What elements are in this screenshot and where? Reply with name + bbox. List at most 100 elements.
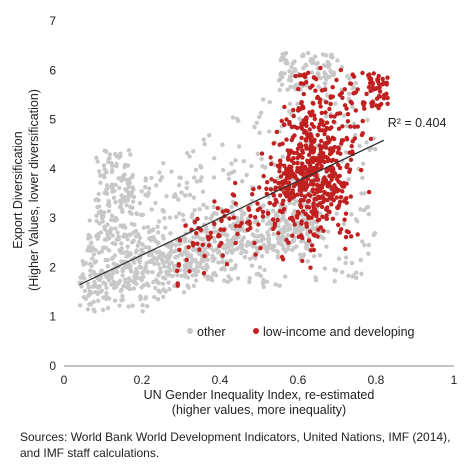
other-point	[247, 279, 252, 284]
other-point	[82, 288, 88, 294]
low-income-point	[350, 72, 355, 77]
other-point	[123, 187, 128, 192]
low-income-point	[245, 220, 250, 225]
other-point	[105, 257, 110, 263]
other-point	[91, 307, 96, 312]
other-point	[164, 194, 169, 199]
low-income-point	[246, 205, 251, 211]
low-income-point	[318, 65, 323, 71]
low-income-point	[336, 162, 341, 168]
x-tick-label: 1	[451, 373, 458, 387]
other-point	[99, 215, 105, 221]
low-income-point	[287, 216, 293, 221]
other-point	[104, 183, 110, 188]
other-point	[220, 259, 225, 265]
low-income-point	[218, 227, 223, 232]
low-income-point	[176, 263, 181, 268]
other-point	[259, 254, 265, 259]
other-point	[175, 273, 180, 278]
low-income-point	[322, 175, 327, 180]
other-point	[257, 114, 262, 120]
low-income-point	[310, 187, 316, 192]
other-point	[183, 264, 188, 269]
other-point	[320, 52, 326, 57]
low-income-point	[380, 76, 385, 82]
other-point	[191, 195, 196, 200]
other-point	[110, 241, 116, 246]
other-point	[168, 268, 173, 273]
low-income-point	[329, 194, 334, 200]
low-income-point	[272, 202, 277, 207]
low-income-point	[377, 103, 383, 108]
low-income-point	[250, 192, 255, 197]
other-point	[212, 239, 217, 244]
low-income-point	[317, 128, 322, 133]
low-income-point	[355, 124, 360, 129]
other-point	[233, 158, 238, 163]
low-income-point	[302, 130, 307, 135]
other-point	[128, 204, 133, 210]
other-point	[107, 273, 113, 278]
low-income-point	[309, 122, 315, 127]
other-point	[349, 212, 354, 217]
other-point	[216, 248, 221, 253]
low-income-point	[336, 126, 342, 131]
other-point	[142, 184, 148, 190]
other-point	[343, 255, 349, 260]
other-point	[94, 218, 99, 224]
low-income-point	[384, 80, 389, 86]
low-income-point	[239, 220, 244, 226]
other-point	[127, 278, 133, 283]
low-income-point	[319, 110, 324, 116]
other-point	[187, 192, 193, 198]
low-income-point	[381, 96, 387, 101]
low-income-point	[319, 88, 325, 93]
low-income-point	[312, 113, 317, 118]
other-point	[230, 115, 236, 120]
other-point	[210, 253, 215, 259]
low-income-point	[301, 184, 306, 189]
other-point	[270, 208, 276, 213]
other-point	[287, 227, 292, 232]
other-point	[220, 167, 226, 173]
other-point	[99, 269, 104, 275]
low-income-point	[322, 131, 327, 137]
low-income-point	[319, 204, 325, 210]
other-point	[81, 275, 86, 280]
other-point	[260, 164, 265, 169]
low-income-point	[257, 185, 262, 190]
other-point	[268, 221, 274, 226]
other-point	[85, 281, 91, 287]
other-point	[280, 154, 285, 159]
low-income-point	[315, 203, 320, 208]
low-income-point	[276, 180, 281, 186]
other-point	[114, 269, 120, 275]
other-point	[182, 268, 188, 273]
other-point	[112, 298, 118, 303]
other-point	[325, 93, 330, 98]
other-point	[259, 156, 264, 161]
other-point	[90, 256, 95, 261]
y-axis-label: Export Diversification	[11, 131, 25, 248]
other-point	[141, 225, 147, 230]
low-income-point	[325, 191, 331, 197]
low-income-point	[291, 156, 296, 161]
other-point	[255, 228, 260, 233]
low-income-point	[371, 71, 376, 76]
low-income-point	[299, 99, 304, 105]
other-point	[350, 86, 355, 91]
low-income-point	[330, 85, 335, 90]
low-income-point	[385, 95, 390, 101]
other-point	[117, 204, 123, 210]
x-tick-label: 0.8	[368, 373, 385, 387]
low-income-point	[231, 193, 237, 198]
other-point	[107, 156, 112, 161]
other-point	[281, 246, 286, 252]
other-point	[184, 150, 190, 156]
low-income-point	[177, 238, 183, 243]
other-point	[102, 167, 108, 172]
other-point	[277, 283, 282, 288]
other-point	[103, 273, 108, 278]
low-income-point	[314, 213, 319, 219]
other-point	[265, 221, 270, 227]
